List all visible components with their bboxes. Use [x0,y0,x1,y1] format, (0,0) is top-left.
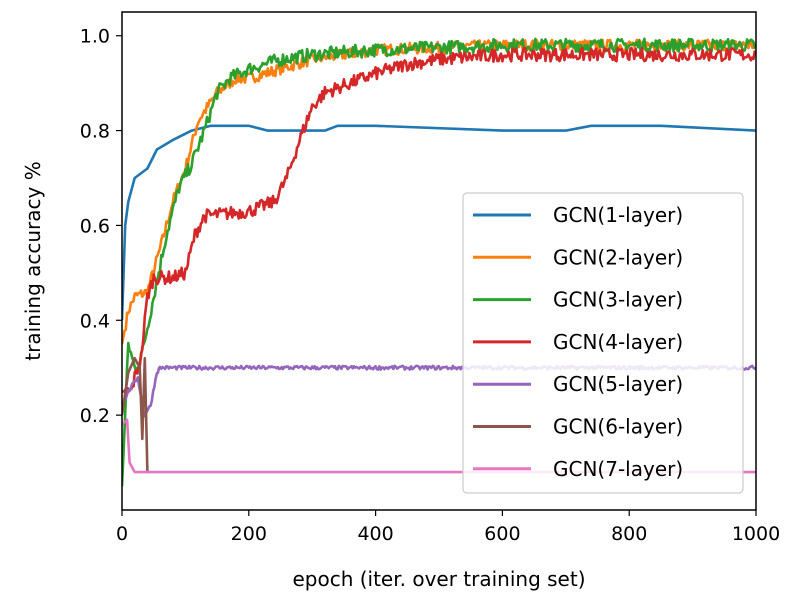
series-line-7 [122,418,756,474]
y-tick-label: 1.0 [80,26,110,48]
x-tick-label: 800 [611,523,647,545]
plot-frame [121,11,757,511]
y-tick-label: 0.8 [80,121,110,143]
y-tick-label: 0.6 [80,215,110,237]
series-layer [122,37,756,487]
legend-label-6: GCN(6-layer) [553,415,683,439]
series-line-3 [122,37,756,487]
legend-label-5: GCN(5-layer) [553,372,683,396]
y-axis-label: training accuracy % [21,161,45,360]
x-tick-label: 400 [357,523,393,545]
series-line-6 [122,356,149,474]
legend-label-3: GCN(3-layer) [553,288,683,312]
y-tick-label: 0.2 [80,405,110,427]
x-tick-label: 1000 [732,523,780,545]
ticks-layer: 0 200 400 600 800 1000 0.2 0.4 0.6 0.8 1.0 [80,26,780,545]
x-tick-label: 200 [231,523,267,545]
legend-label-7: GCN(7-layer) [553,457,683,481]
legend-label-2: GCN(2-layer) [553,245,683,269]
y-tick-label: 0.4 [80,310,110,332]
series-line-1 [122,124,756,321]
legend-label-1: GCN(1-layer) [553,203,683,227]
legend-label-4: GCN(4-layer) [553,330,683,354]
x-tick-label: 0 [116,523,128,545]
series-line-4 [122,46,756,393]
legend: GCN(1-layer) GCN(2-layer) GCN(3-layer) GCN(… [462,192,744,494]
x-tick-label: 600 [484,523,520,545]
legend-box [462,192,744,494]
x-axis-label: epoch (iter. over training set) [292,567,585,591]
